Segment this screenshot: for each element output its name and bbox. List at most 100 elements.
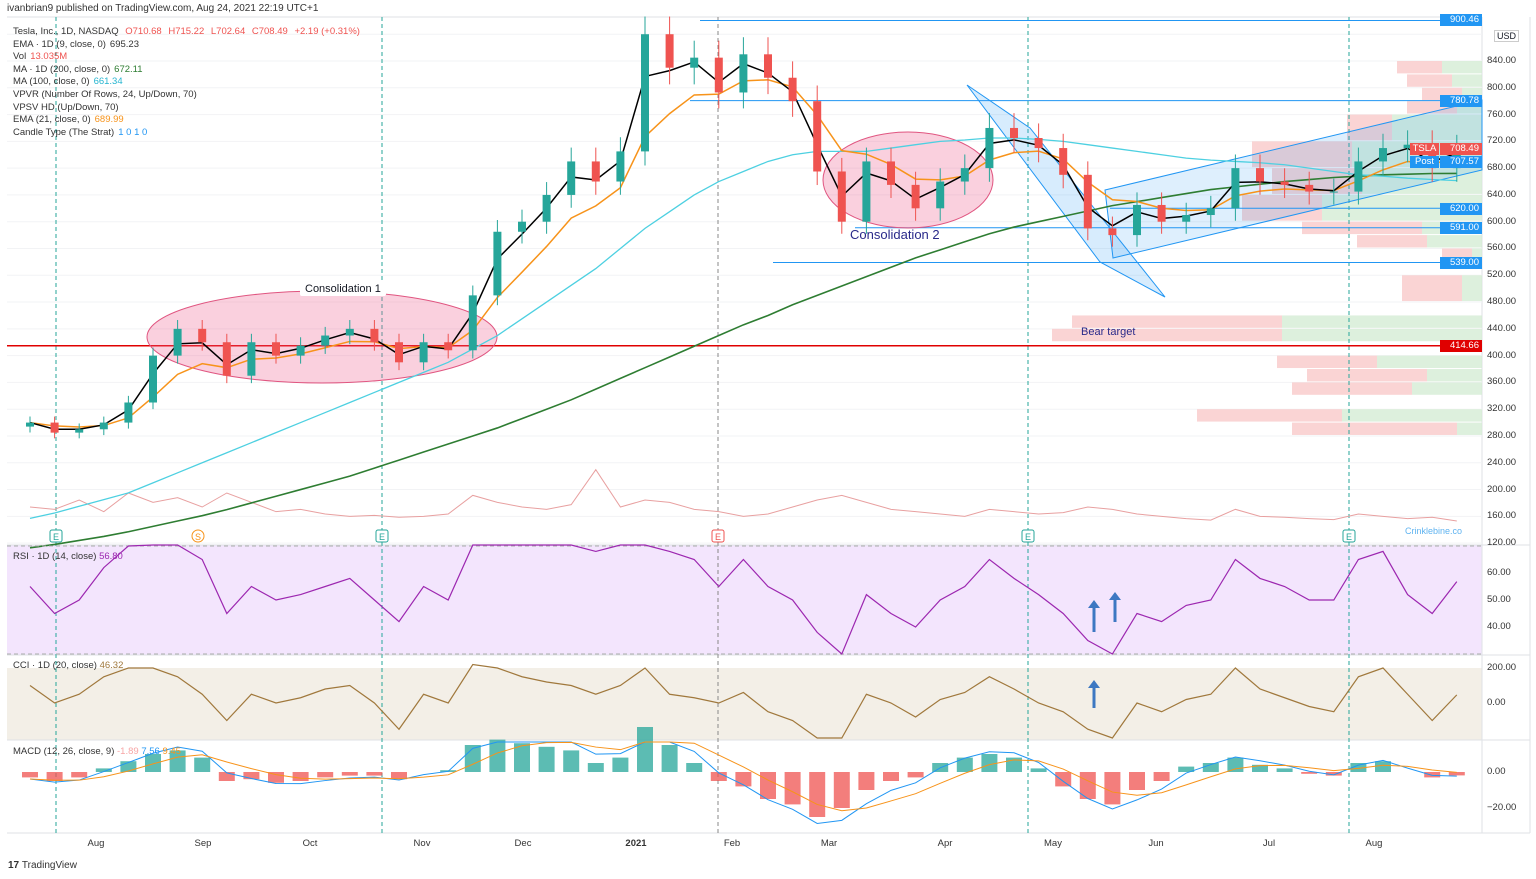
ema9-value: 695.23 (109, 38, 139, 50)
month-label: Jul (1262, 838, 1276, 849)
candle-body (714, 57, 723, 93)
legend-ema21[interactable]: EMA (21, close, 0) 689.99 (13, 114, 360, 127)
candle-body (149, 355, 157, 403)
candle-body (1108, 228, 1117, 236)
price-tick: 600.00 (1487, 215, 1517, 227)
macd-hist-bar (243, 772, 260, 780)
macd-hist-bar (514, 743, 530, 772)
event-marker-label[interactable]: E (715, 532, 721, 542)
macd-line (29, 741, 1457, 824)
event-marker-label[interactable]: E (379, 532, 385, 542)
event-marker-label[interactable]: S (195, 532, 201, 542)
candle-body (641, 34, 649, 152)
rsi-line (29, 544, 1458, 656)
ma200-line (29, 172, 1457, 549)
candle-body (321, 335, 330, 346)
currency-label[interactable]: USD (1494, 30, 1520, 42)
candle-body (198, 328, 207, 343)
macd-hist-bar (292, 772, 309, 781)
macd-hist-bar (1006, 757, 1022, 772)
macd-hist-bar (341, 772, 358, 776)
macd-hist-bar (1030, 768, 1047, 772)
macd-hist-bar (1448, 772, 1465, 776)
legend-ma100[interactable]: MA (100, close, 0) 661.34 (13, 76, 360, 89)
macd-hist-bar (956, 757, 973, 772)
vp-down-bar (1072, 315, 1282, 328)
change-value: +2.19 (+0.31%) (294, 26, 360, 37)
macd-legend[interactable]: MACD (12, 26, close, 9) -1.89 7.56 9.45 (13, 746, 181, 757)
close-value: C708.49 (251, 26, 288, 37)
month-label: May (1044, 838, 1062, 849)
ascending-channel (1104, 99, 1483, 259)
macd-hist-bar (907, 772, 924, 778)
vp-down-bar (1292, 422, 1457, 435)
vol-label: Vol (13, 51, 27, 63)
legend-vpvr[interactable]: VPVR (Number Of Rows, 24, Up/Down, 70) (13, 88, 197, 100)
event-marker-label[interactable]: E (53, 532, 59, 542)
month-label: Oct (302, 838, 318, 849)
price-tick: 640.00 (1487, 188, 1517, 200)
legend-vpsv[interactable]: VPSV HD (Up/Down, 70) (13, 101, 119, 113)
legend-ma200[interactable]: MA · 1D (200, close, 0) 672.11 (13, 64, 360, 77)
vp-down-bar (1197, 409, 1342, 422)
cci-tick: 200.00 (1487, 662, 1517, 673)
candle-body (493, 231, 502, 296)
candle-body (222, 342, 231, 376)
macd-hist-bar (71, 772, 88, 778)
rsi-tick: 50.00 (1487, 594, 1511, 605)
candle-body (764, 54, 772, 78)
vp-up-bar (1377, 355, 1482, 369)
legend-ema9[interactable]: EMA · 1D (9, close, 0) 695.23 (13, 39, 360, 52)
macd-hist-bar (858, 772, 875, 790)
rsi-legend[interactable]: RSI · 1D (14, close) 56.80 (13, 551, 123, 562)
event-marker-label[interactable]: E (1025, 532, 1031, 542)
price-tag-top: 900.46 (1440, 14, 1482, 26)
macd-hist-bar (317, 772, 334, 778)
candle-body (1354, 161, 1363, 192)
ma200-label: MA · 1D (200, close, 0) (13, 63, 111, 75)
vp-up-bar (1392, 114, 1482, 141)
price-tick: 160.00 (1487, 510, 1517, 522)
macd-hist-bar (489, 739, 506, 772)
macd-hist-bar (809, 772, 826, 817)
candle-body (345, 328, 354, 336)
legend-strat[interactable]: Candle Type (The Strat) 1 0 1 0 (13, 127, 360, 140)
macd-hist-bar (1301, 772, 1318, 774)
ma100-line (29, 137, 1457, 519)
ma200-value: 672.11 (114, 63, 143, 75)
consolidation-2-label[interactable]: Consolidation 2 (850, 227, 940, 242)
bear-target-label[interactable]: Bear target (1081, 326, 1136, 338)
vol-value: 13.035M (30, 51, 68, 63)
price-tick: 560.00 (1487, 242, 1517, 254)
strat-value: 1 0 1 0 (118, 126, 148, 138)
up-arrow-icon (1088, 680, 1100, 688)
price-tick: 200.00 (1487, 483, 1517, 495)
macd-signal-value: 9.45 (162, 746, 181, 757)
consolidation-1-label[interactable]: Consolidation 1 (300, 282, 386, 296)
price-tag-591: 591.00 (1440, 222, 1482, 234)
candle-body (567, 161, 576, 195)
price-tag-bear: 414.66 (1440, 340, 1482, 352)
vp-down-bar (1292, 382, 1412, 395)
legend-symbol[interactable]: Tesla, Inc., 1D, NASDAQ O710.68 H715.22 … (13, 26, 360, 39)
tradingview-logo[interactable]: 17 TradingView (8, 860, 77, 871)
candle-body (1133, 204, 1141, 236)
event-marker (375, 529, 389, 543)
candle-body (247, 342, 256, 376)
event-marker-label[interactable]: E (1346, 532, 1352, 542)
brand-label: TradingView (21, 860, 77, 871)
macd-hist-bar (637, 727, 653, 772)
watermark: Crinklebine.co (1405, 526, 1463, 536)
price-tick: 760.00 (1487, 108, 1517, 120)
macd-hist-bar (981, 754, 998, 772)
month-label: 2021 (625, 838, 647, 849)
macd-signal-line (29, 741, 1457, 812)
vp-up-bar (1462, 275, 1482, 302)
rsi-label: RSI · 1D (14, close) (13, 551, 97, 562)
macd-hist-bar (760, 772, 776, 799)
cci-legend[interactable]: CCI · 1D (20, close) 46.32 (13, 660, 123, 671)
legend-vol[interactable]: Vol 13.035M (13, 51, 360, 64)
vp-up-bar (1282, 315, 1482, 328)
macd-label: MACD (12, 26, close, 9) (13, 746, 115, 757)
